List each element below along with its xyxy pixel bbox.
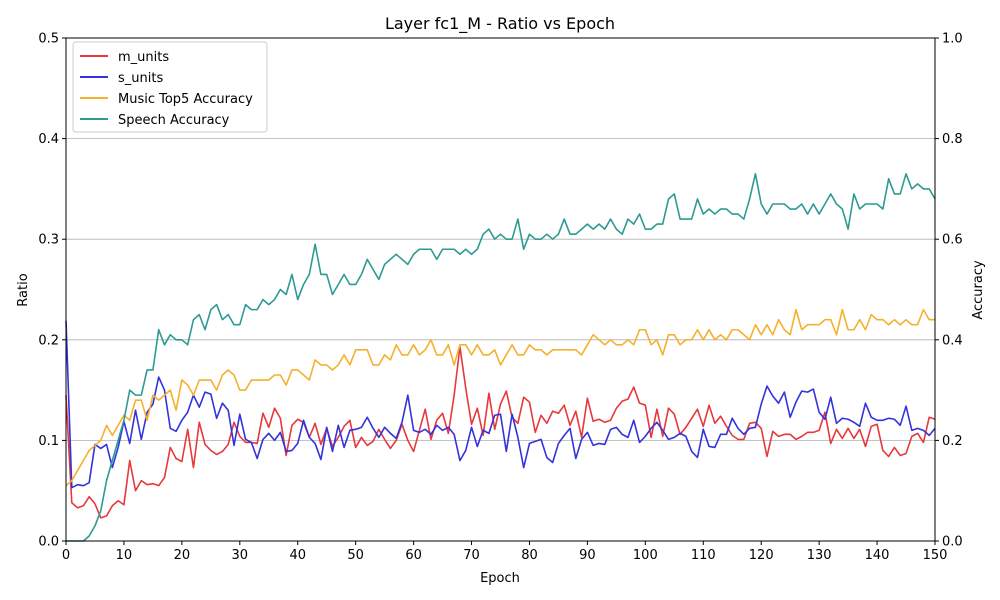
legend-label-speech-accuracy: Speech Accuracy [118,113,230,128]
x-tick-label-0: 0 [62,548,70,563]
y-axis-left: 0.0 0.1 0.2 0.3 0.4 0.5 [38,32,66,550]
series-layer [65,173,936,542]
y-tick-label-5: 0.5 [38,32,59,47]
series-line-music-top5-accuracy [65,308,935,487]
x-axis-title: Epoch [480,571,520,586]
y2-axis-title: Accuracy [971,260,986,320]
x-tick-label-9: 90 [579,548,596,563]
y2-tick-label-1: 0.2 [942,434,963,449]
x-axis: 0 10 20 30 40 50 60 70 80 90 100 110 120 130 140 150 [62,541,948,563]
x-tick-label-7: 70 [463,548,480,563]
x-tick-label-15: 150 [923,548,948,563]
y2-tick-label-3: 0.6 [942,233,963,248]
x-tick-label-5: 50 [347,548,364,563]
x-tick-label-14: 140 [865,548,890,563]
y-tick-label-0: 0.0 [38,535,59,550]
y-tick-label-3: 0.3 [38,233,59,248]
series-line-speech-accuracy [66,173,936,542]
x-tick-label-1: 10 [116,548,133,563]
x-tick-label-8: 80 [521,548,538,563]
y-tick-label-4: 0.4 [38,132,59,147]
y-axis-title: Ratio [16,273,31,306]
x-tick-label-4: 40 [289,548,306,563]
y-tick-label-2: 0.2 [38,333,59,348]
x-tick-label-6: 60 [405,548,422,563]
y-axis-right: 0.0 0.2 0.4 0.6 0.8 1.0 [935,32,963,550]
x-tick-label-11: 110 [691,548,716,563]
series-line-m-units [65,346,936,519]
legend-label-music-top5-accuracy: Music Top5 Accuracy [118,92,253,107]
legend-box [72,41,268,133]
x-tick-label-13: 130 [807,548,832,563]
y2-tick-label-2: 0.4 [942,333,963,348]
plot-frame [65,37,936,542]
series-line-s-units [65,320,936,489]
y2-tick-label-5: 1.0 [942,32,963,47]
x-tick-label-2: 20 [174,548,191,563]
legend-label-s-units: s_units [118,71,163,86]
x-tick-label-12: 120 [749,548,774,563]
y2-tick-label-0: 0.0 [942,535,963,550]
legend-label-m-units: m_units [118,50,169,65]
x-tick-label-10: 100 [633,548,658,563]
y2-tick-label-4: 0.8 [942,132,963,147]
y-tick-label-1: 0.1 [38,434,59,449]
legend: m_units s_units Music Top5 Accuracy Spee… [72,41,268,133]
chart-title: Layer fc1_M - Ratio vs Epoch [385,14,615,34]
x-tick-label-3: 30 [232,548,249,563]
